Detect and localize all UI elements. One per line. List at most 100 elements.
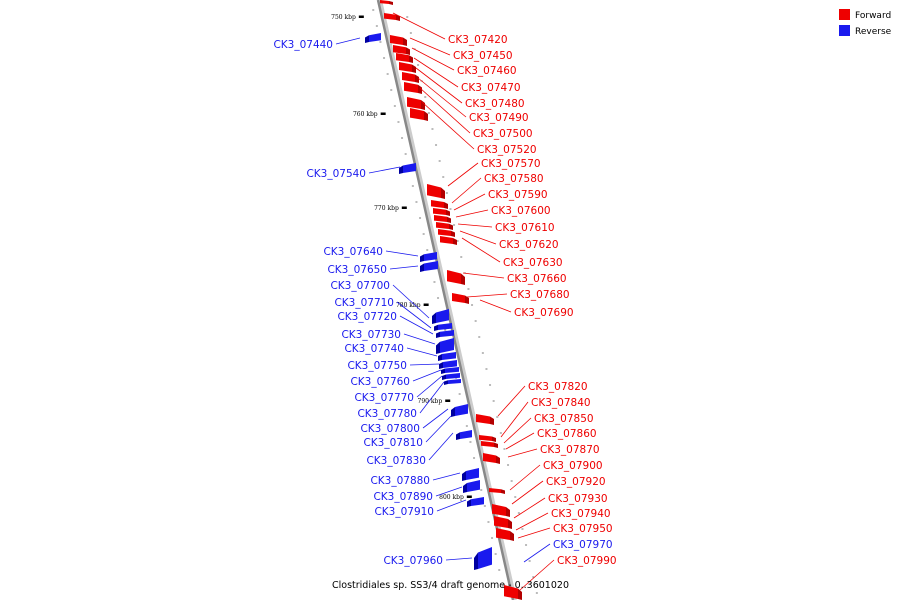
- forward-gene-block[interactable]: [496, 528, 514, 541]
- reverse-gene-block[interactable]: [462, 468, 479, 481]
- reverse-gene-block[interactable]: [451, 404, 468, 417]
- forward-gene-block[interactable]: [431, 200, 448, 209]
- reverse-gene-block[interactable]: [444, 379, 461, 385]
- forward-gene-block[interactable]: [433, 208, 450, 216]
- forward-gene-block[interactable]: [396, 53, 413, 63]
- forward-gene-label[interactable]: CK3_07840: [531, 397, 591, 409]
- forward-gene-block[interactable]: [483, 453, 500, 464]
- reverse-gene-label[interactable]: CK3_07780: [357, 408, 417, 420]
- reverse-gene-label[interactable]: CK3_07700: [330, 280, 390, 292]
- reverse-gene-block[interactable]: [463, 480, 480, 493]
- forward-gene-leader-line: [419, 87, 471, 134]
- forward-gene-block[interactable]: [447, 270, 465, 285]
- forward-gene-leader-line: [507, 448, 538, 458]
- forward-gene-label[interactable]: CK3_07690: [514, 307, 574, 319]
- forward-gene-label[interactable]: CK3_07920: [546, 476, 606, 488]
- forward-gene-label[interactable]: CK3_07580: [484, 173, 544, 185]
- reverse-gene-label[interactable]: CK3_07640: [323, 246, 383, 258]
- forward-gene-block[interactable]: [479, 435, 496, 442]
- forward-gene-label[interactable]: CK3_07460: [457, 65, 517, 77]
- forward-gene-block[interactable]: [489, 488, 505, 494]
- reverse-gene-label[interactable]: CK3_07800: [360, 423, 420, 435]
- forward-gene-block[interactable]: [407, 97, 425, 110]
- reverse-gene-block[interactable]: [434, 323, 452, 331]
- forward-gene-label[interactable]: CK3_07870: [540, 444, 600, 456]
- reverse-gene-block[interactable]: [365, 33, 381, 43]
- reverse-gene-label[interactable]: CK3_07770: [354, 392, 414, 404]
- forward-gene-block[interactable]: [440, 236, 457, 245]
- reverse-gene-label[interactable]: CK3_07830: [366, 455, 426, 467]
- reverse-gene-block[interactable]: [439, 360, 457, 369]
- reverse-gene-block[interactable]: [399, 163, 416, 174]
- reverse-gene-block[interactable]: [436, 330, 454, 338]
- forward-gene-block[interactable]: [481, 441, 498, 448]
- forward-gene-block[interactable]: [427, 184, 445, 199]
- forward-gene-label[interactable]: CK3_07820: [528, 381, 588, 393]
- reverse-gene-block[interactable]: [432, 309, 449, 324]
- forward-gene-label[interactable]: CK3_07950: [553, 523, 613, 535]
- reverse-gene-label[interactable]: CK3_07440: [273, 39, 333, 51]
- forward-gene-label[interactable]: CK3_07630: [503, 257, 563, 269]
- reverse-gene-block[interactable]: [436, 338, 454, 354]
- forward-gene-label[interactable]: CK3_07570: [481, 158, 541, 170]
- forward-gene-block[interactable]: [452, 293, 469, 304]
- forward-gene-block[interactable]: [436, 222, 453, 230]
- reverse-gene-label[interactable]: CK3_07730: [341, 329, 401, 341]
- reverse-gene-label[interactable]: CK3_07970: [553, 539, 613, 551]
- reverse-gene-block[interactable]: [474, 547, 492, 570]
- forward-gene-block[interactable]: [390, 35, 407, 46]
- forward-gene-label[interactable]: CK3_07680: [510, 289, 570, 301]
- reverse-gene-block[interactable]: [441, 367, 459, 374]
- reverse-gene-label[interactable]: CK3_07650: [327, 264, 387, 276]
- forward-gene-label[interactable]: CK3_07900: [543, 460, 603, 472]
- forward-gene-label[interactable]: CK3_07600: [491, 205, 551, 217]
- reverse-gene-leader-line: [406, 347, 438, 357]
- reverse-gene-label[interactable]: CK3_07750: [347, 360, 407, 372]
- forward-gene-label[interactable]: CK3_07660: [507, 273, 567, 285]
- forward-gene-block[interactable]: [494, 516, 512, 529]
- reverse-gene-block[interactable]: [438, 352, 456, 361]
- forward-gene-label[interactable]: CK3_07990: [557, 555, 617, 567]
- reverse-gene-label[interactable]: CK3_07710: [334, 297, 394, 309]
- forward-gene-block[interactable]: [476, 414, 494, 425]
- reverse-gene-label[interactable]: CK3_07540: [306, 168, 366, 180]
- reverse-gene-label[interactable]: CK3_07760: [350, 376, 410, 388]
- forward-gene-block[interactable]: [410, 108, 428, 121]
- forward-gene-label[interactable]: CK3_07500: [473, 128, 533, 140]
- forward-gene-label[interactable]: CK3_07470: [461, 82, 521, 94]
- forward-gene-block[interactable]: [404, 82, 422, 94]
- reverse-gene-block[interactable]: [467, 497, 484, 507]
- reverse-gene-label[interactable]: CK3_07910: [374, 506, 434, 518]
- forward-gene-label[interactable]: CK3_07520: [477, 144, 537, 156]
- forward-gene-label[interactable]: CK3_07610: [495, 222, 555, 234]
- forward-gene-block[interactable]: [434, 215, 451, 223]
- reverse-gene-label[interactable]: CK3_07890: [373, 491, 433, 503]
- forward-gene-block[interactable]: [402, 72, 419, 83]
- reverse-gene-label[interactable]: CK3_07740: [344, 343, 404, 355]
- forward-gene-label[interactable]: CK3_07450: [453, 50, 513, 62]
- reverse-gene-block[interactable]: [420, 261, 438, 272]
- forward-gene-block[interactable]: [393, 45, 410, 55]
- forward-gene-label[interactable]: CK3_07590: [488, 189, 548, 201]
- forward-gene-label[interactable]: CK3_07620: [499, 239, 559, 251]
- forward-gene-block[interactable]: [504, 585, 522, 600]
- reverse-gene-label[interactable]: CK3_07810: [363, 437, 423, 449]
- forward-gene-block[interactable]: [438, 229, 455, 237]
- forward-gene-label[interactable]: CK3_07850: [534, 413, 594, 425]
- reverse-gene-label[interactable]: CK3_07880: [370, 475, 430, 487]
- reverse-gene-label[interactable]: CK3_07720: [337, 311, 397, 323]
- forward-gene-label[interactable]: CK3_07860: [537, 428, 597, 440]
- reverse-gene-label[interactable]: CK3_07960: [383, 555, 443, 567]
- forward-gene-block[interactable]: [399, 62, 416, 73]
- forward-gene-label[interactable]: CK3_07940: [551, 508, 611, 520]
- reverse-gene-block[interactable]: [420, 252, 437, 262]
- forward-gene-label[interactable]: CK3_07490: [469, 112, 529, 124]
- forward-gene-label[interactable]: CK3_07930: [548, 493, 608, 505]
- forward-gene-label[interactable]: CK3_07480: [465, 98, 525, 110]
- reverse-gene-block[interactable]: [456, 430, 472, 440]
- forward-gene-block[interactable]: [492, 504, 510, 517]
- forward-gene-block[interactable]: [380, 0, 393, 5]
- forward-gene-label[interactable]: CK3_07420: [448, 34, 508, 46]
- reverse-gene-block[interactable]: [442, 373, 460, 380]
